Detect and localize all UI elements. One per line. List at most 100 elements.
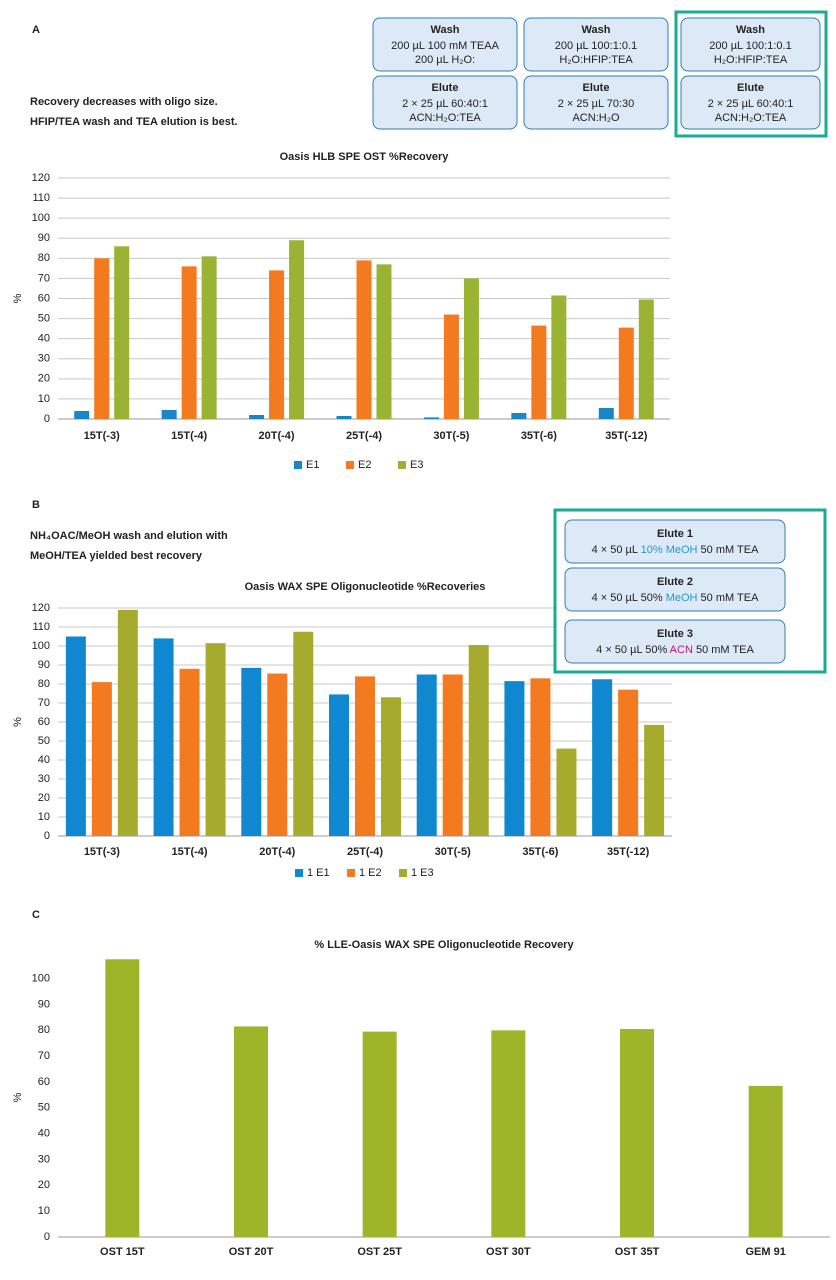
y-axis-label: % — [12, 293, 24, 303]
y-tick-label: 10 — [38, 393, 50, 405]
bar — [94, 258, 110, 419]
y-tick-label: 20 — [38, 792, 50, 804]
bar — [618, 689, 639, 836]
bar — [356, 260, 372, 419]
legend-label: E3 — [410, 459, 423, 471]
chart-title: Oasis WAX SPE Oligonucleotide %Recoverie… — [245, 581, 486, 593]
y-tick-label: 120 — [32, 602, 50, 614]
legend-label: 1 E1 — [307, 867, 330, 879]
bar — [269, 270, 285, 419]
bar — [468, 645, 489, 836]
y-tick-label: 60 — [38, 292, 50, 304]
condition-box — [372, 75, 518, 130]
condition-box — [564, 519, 786, 564]
y-tick-label: 50 — [38, 1102, 50, 1114]
box-line: 200 µL 100:1:0.1 — [709, 40, 791, 52]
bar — [181, 266, 197, 419]
y-tick-label: 60 — [38, 1076, 50, 1088]
legend-label: 1 E3 — [411, 867, 434, 879]
y-tick-label: 80 — [38, 678, 50, 690]
y-tick-label: 0 — [44, 413, 50, 425]
y-tick-label: 40 — [38, 754, 50, 766]
y-tick-label: 40 — [38, 1128, 50, 1140]
box-line-part: 4 × 50 µL 50% — [596, 644, 670, 656]
x-tick-label: OST 25T — [357, 1246, 402, 1258]
y-tick-label: 80 — [38, 252, 50, 264]
condition-box — [564, 567, 786, 612]
chart-title: % LLE-Oasis WAX SPE Oligonucleotide Reco… — [314, 939, 574, 951]
box-line: 200 µL 100 mM TEAA — [391, 40, 499, 52]
box-title: Elute — [432, 82, 459, 94]
y-tick-label: 90 — [38, 232, 50, 244]
box-line-part: MeOH — [666, 592, 698, 604]
bar — [249, 414, 265, 419]
bar — [381, 697, 401, 836]
box-title: Elute — [737, 82, 764, 94]
chart-title: Oasis HLB SPE OST %Recovery — [280, 151, 450, 163]
note: Recovery decreases with oligo size. — [30, 96, 218, 108]
y-tick-label: 110 — [32, 621, 50, 633]
condition-box — [680, 17, 821, 72]
y-tick-label: 80 — [38, 1024, 50, 1036]
bar — [355, 676, 375, 836]
bar — [362, 1031, 397, 1237]
x-tick-label: 25T(-4) — [346, 430, 382, 442]
box-line-part: 50 mM TEA — [693, 644, 755, 656]
x-tick-label: 15T(-3) — [84, 430, 120, 442]
legend-label: E1 — [306, 459, 319, 471]
bar — [491, 1030, 526, 1237]
box-line-part: 4 × 50 µL 50% — [592, 592, 666, 604]
y-tick-label: 100 — [32, 212, 50, 224]
bar — [530, 678, 551, 836]
box-line-part: 50 mM TEA — [697, 544, 759, 556]
x-tick-label: 35T(-12) — [607, 846, 650, 858]
x-tick-label: 20T(-4) — [259, 430, 295, 442]
panel-label: B — [32, 499, 40, 511]
y-tick-label: 50 — [38, 312, 50, 324]
x-tick-label: OST 20T — [229, 1246, 274, 1258]
legend-label: E2 — [358, 459, 371, 471]
bar — [592, 679, 613, 836]
bar — [551, 295, 567, 419]
bar — [161, 409, 177, 419]
panel-label: C — [32, 909, 40, 921]
panel-label: A — [32, 24, 40, 36]
legend-swatch — [295, 869, 303, 877]
bar — [618, 327, 634, 419]
bar — [416, 674, 437, 836]
box-line: H₂O:HFIP:TEA — [714, 54, 788, 66]
x-tick-label: GEM 91 — [745, 1246, 785, 1258]
y-tick-label: 50 — [38, 735, 50, 747]
x-tick-label: 30T(-5) — [433, 430, 469, 442]
x-tick-label: 25T(-4) — [347, 846, 383, 858]
bar — [443, 314, 459, 419]
x-tick-label: OST 15T — [100, 1246, 145, 1258]
bar — [638, 299, 654, 419]
y-tick-label: 0 — [44, 830, 50, 842]
note: MeOH/TEA yielded best recovery — [30, 550, 203, 562]
box-line: 4 × 50 µL 50% ACN 50 mM TEA — [596, 644, 754, 656]
y-tick-label: 70 — [38, 697, 50, 709]
bar — [598, 407, 614, 419]
bar — [336, 415, 352, 419]
legend-swatch — [347, 869, 355, 877]
y-tick-label: 30 — [38, 353, 50, 365]
legend-swatch — [398, 461, 406, 469]
bar — [267, 673, 288, 836]
y-tick-label: 20 — [38, 373, 50, 385]
bar — [91, 682, 112, 836]
bar — [201, 256, 217, 419]
box-line: 2 × 25 µL 70:30 — [558, 98, 635, 110]
x-tick-label: 35T(-6) — [521, 430, 557, 442]
bar — [511, 412, 527, 419]
bar — [153, 638, 174, 836]
legend-swatch — [294, 461, 302, 469]
bar — [114, 246, 130, 419]
condition-box — [372, 17, 518, 72]
box-line-part: 4 × 50 µL — [592, 544, 641, 556]
condition-box — [523, 75, 669, 130]
y-tick-label: 30 — [38, 1153, 50, 1165]
bar — [74, 410, 90, 419]
box-line: 4 × 50 µL 10% MeOH 50 mM TEA — [592, 544, 760, 556]
y-tick-label: 70 — [38, 272, 50, 284]
